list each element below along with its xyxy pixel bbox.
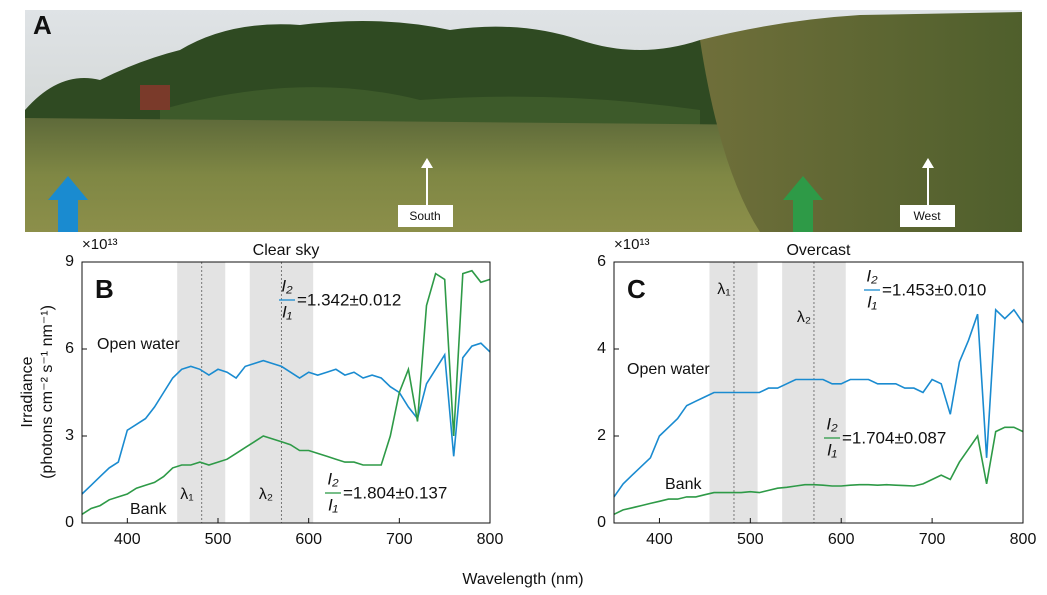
y-axis-label: (photons cm⁻² s⁻¹ nm⁻¹) xyxy=(39,305,56,479)
ratio-denominator: I₁ xyxy=(827,440,837,459)
y-tick-label: 6 xyxy=(65,340,74,357)
x-tick-label: 800 xyxy=(477,531,504,548)
y-tick-label: 3 xyxy=(65,427,74,444)
x-tick-label: 400 xyxy=(114,531,141,548)
axis-multiplier: ×10¹³ xyxy=(614,236,649,253)
y-tick-label: 0 xyxy=(597,514,606,531)
ratio-value: =1.804±0.137 xyxy=(343,483,447,502)
band-label: λ₁ xyxy=(717,281,730,298)
y-tick-label: 4 xyxy=(597,340,606,357)
plot-frame xyxy=(613,261,1024,524)
y-tick-label: 9 xyxy=(65,253,74,270)
ratio-denominator: I₁ xyxy=(328,495,338,514)
x-tick-label: 600 xyxy=(828,531,855,548)
panel-label: C xyxy=(627,274,646,304)
chart-title: Overcast xyxy=(786,242,851,259)
x-tick-label: 500 xyxy=(205,531,232,548)
series-label: Open water xyxy=(97,336,180,353)
ratio-numerator: I₂ xyxy=(281,276,293,295)
series-line xyxy=(613,308,1024,498)
band-label: λ₂ xyxy=(259,486,273,503)
plot-frame xyxy=(81,261,491,524)
chart-title: Clear sky xyxy=(253,242,320,259)
ratio-value: =1.453±0.010 xyxy=(882,280,986,299)
panel-label: A xyxy=(33,10,52,40)
series-line xyxy=(613,426,1024,516)
direction-label: West xyxy=(913,209,941,223)
series-label: Bank xyxy=(665,476,702,493)
ratio-numerator: I₂ xyxy=(327,469,339,488)
series-label: Open water xyxy=(627,361,710,378)
ratio-denominator: I₁ xyxy=(282,302,292,321)
x-axis-label: Wavelength (nm) xyxy=(462,571,583,588)
band-label: λ₂ xyxy=(797,309,811,326)
ratio-numerator: I₂ xyxy=(866,266,878,285)
x-tick-label: 800 xyxy=(1010,531,1037,548)
x-tick-label: 700 xyxy=(386,531,413,548)
series-line xyxy=(81,269,491,515)
series-line xyxy=(81,342,491,495)
x-tick-label: 600 xyxy=(295,531,322,548)
ratio-value: =1.704±0.087 xyxy=(842,428,946,447)
direction-label: South xyxy=(409,209,440,223)
axis-multiplier: ×10¹³ xyxy=(82,236,117,253)
band-label: λ₁ xyxy=(180,486,193,503)
y-tick-label: 6 xyxy=(597,253,606,270)
ratio-value: =1.342±0.012 xyxy=(297,290,401,309)
panel-label: B xyxy=(95,274,114,304)
ratio-denominator: I₁ xyxy=(867,292,877,311)
x-tick-label: 500 xyxy=(737,531,764,548)
series-label: Bank xyxy=(130,501,167,518)
y-axis-label: Irradiance xyxy=(19,356,36,427)
photo xyxy=(25,10,1022,232)
x-tick-label: 700 xyxy=(919,531,946,548)
ratio-numerator: I₂ xyxy=(826,414,838,433)
y-tick-label: 0 xyxy=(65,514,74,531)
x-tick-label: 400 xyxy=(646,531,673,548)
y-tick-label: 2 xyxy=(597,427,606,444)
